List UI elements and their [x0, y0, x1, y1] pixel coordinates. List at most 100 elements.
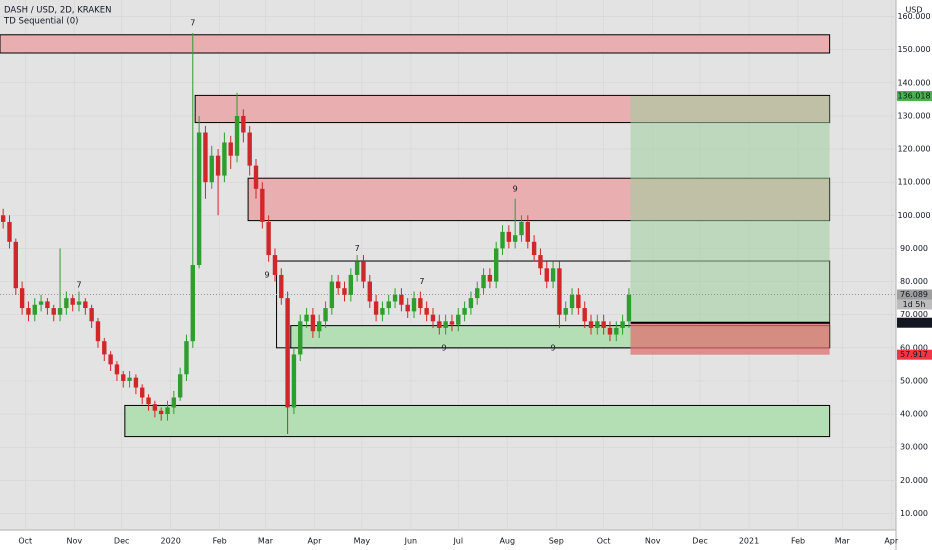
candle-body — [177, 374, 183, 398]
candle-body — [582, 308, 587, 322]
candle-body — [253, 165, 259, 189]
candle-body — [95, 321, 101, 342]
candle-body — [266, 221, 271, 256]
candle-body — [468, 298, 474, 309]
candle-body — [449, 321, 455, 325]
td-count: 9 — [442, 343, 447, 352]
td-count: 7 — [190, 19, 195, 28]
candle-body — [89, 308, 94, 322]
candle-body — [380, 308, 385, 315]
td-count: 9 — [551, 343, 556, 352]
candle-body — [335, 281, 341, 289]
candle-body — [512, 235, 518, 242]
candle-body — [595, 321, 600, 328]
candle-body — [228, 142, 233, 156]
candle-body — [234, 115, 240, 156]
y-tick-label: 100.000 — [897, 211, 930, 220]
candle-body — [443, 321, 448, 328]
x-tick-label: Nov — [66, 537, 82, 546]
candle-body — [354, 261, 360, 275]
candle-body — [373, 301, 379, 315]
candle-body — [411, 298, 417, 312]
y-tick-label: 40.000 — [900, 410, 928, 419]
candle-body — [13, 241, 19, 289]
y-tick-label: 50.000 — [900, 376, 928, 385]
x-tick-label: Oct — [18, 537, 32, 546]
x-tick-label: Oct — [597, 537, 611, 546]
candle-body — [190, 265, 195, 342]
candle-body — [462, 308, 467, 315]
y-tick-label: 80.000 — [900, 277, 928, 286]
candle-body — [209, 155, 214, 183]
candle-body — [550, 268, 556, 282]
candle-body — [298, 321, 303, 355]
candle-body — [272, 255, 278, 275]
candle-body — [392, 294, 398, 302]
candle-body — [342, 288, 347, 295]
y-tick-label: 130.000 — [897, 111, 930, 120]
x-tick-label: Feb — [791, 537, 805, 546]
candle-body — [222, 142, 227, 176]
candle-body — [83, 301, 88, 309]
candle-body — [165, 407, 170, 415]
td-count: 7 — [355, 244, 360, 253]
candle-body — [310, 314, 316, 332]
candle-body — [563, 308, 568, 315]
candle-body — [506, 231, 512, 242]
candle-body — [544, 268, 549, 282]
td-count: 7 — [419, 277, 424, 286]
x-tick-label: Feb — [213, 537, 227, 546]
candle-body — [70, 298, 75, 305]
x-tick-label: 2020 — [160, 537, 180, 546]
price-tag — [897, 91, 932, 102]
candle-body — [260, 188, 265, 222]
candle-body — [493, 248, 499, 282]
x-tick-label: Sep — [549, 537, 564, 546]
y-tick-label: 150.000 — [897, 45, 930, 54]
y-tick-label: 60.000 — [900, 343, 928, 352]
candle-body — [241, 115, 246, 133]
candle-body — [424, 308, 429, 315]
candle-body — [146, 397, 151, 405]
candle-body — [361, 261, 366, 282]
candle-body — [475, 288, 480, 299]
candle-body — [279, 274, 284, 299]
candle-body — [607, 327, 613, 335]
candle-body — [19, 288, 25, 309]
x-tick-label: Nov — [645, 537, 661, 546]
candle-body — [456, 314, 461, 325]
candle-body — [102, 341, 107, 355]
candle-body — [569, 294, 575, 309]
candle-body — [184, 341, 189, 375]
candle-body — [0, 215, 6, 222]
candle-body — [348, 274, 354, 295]
candle-body — [26, 308, 31, 315]
candle-body — [626, 294, 632, 322]
y-tick-label: 90.000 — [900, 244, 928, 253]
candle-body — [487, 274, 493, 282]
price-tag-label: 67.577 — [900, 318, 928, 327]
y-tick-label: 20.000 — [900, 476, 928, 485]
chart-title: DASH / USD, 2D, KRAKEN — [4, 6, 111, 16]
zone — [124, 404, 831, 438]
candle-body — [588, 321, 594, 328]
profit-zone — [630, 96, 830, 323]
candle-body — [291, 354, 297, 408]
loss-zone — [630, 322, 830, 355]
candle-body — [367, 281, 372, 302]
candle-body — [531, 241, 537, 256]
x-tick-label: Jun — [404, 537, 418, 546]
td-count: 9 — [265, 270, 270, 279]
price-tag — [897, 317, 932, 328]
candle-body — [317, 321, 322, 332]
candle-body — [525, 221, 531, 242]
candle-body — [538, 255, 543, 269]
price-tag — [897, 289, 932, 300]
candle-body — [121, 374, 126, 381]
y-tick-label: 30.000 — [900, 443, 928, 452]
candle-body — [247, 132, 252, 166]
zone — [0, 34, 831, 54]
candle-body — [152, 404, 158, 411]
candle-body — [127, 377, 132, 381]
